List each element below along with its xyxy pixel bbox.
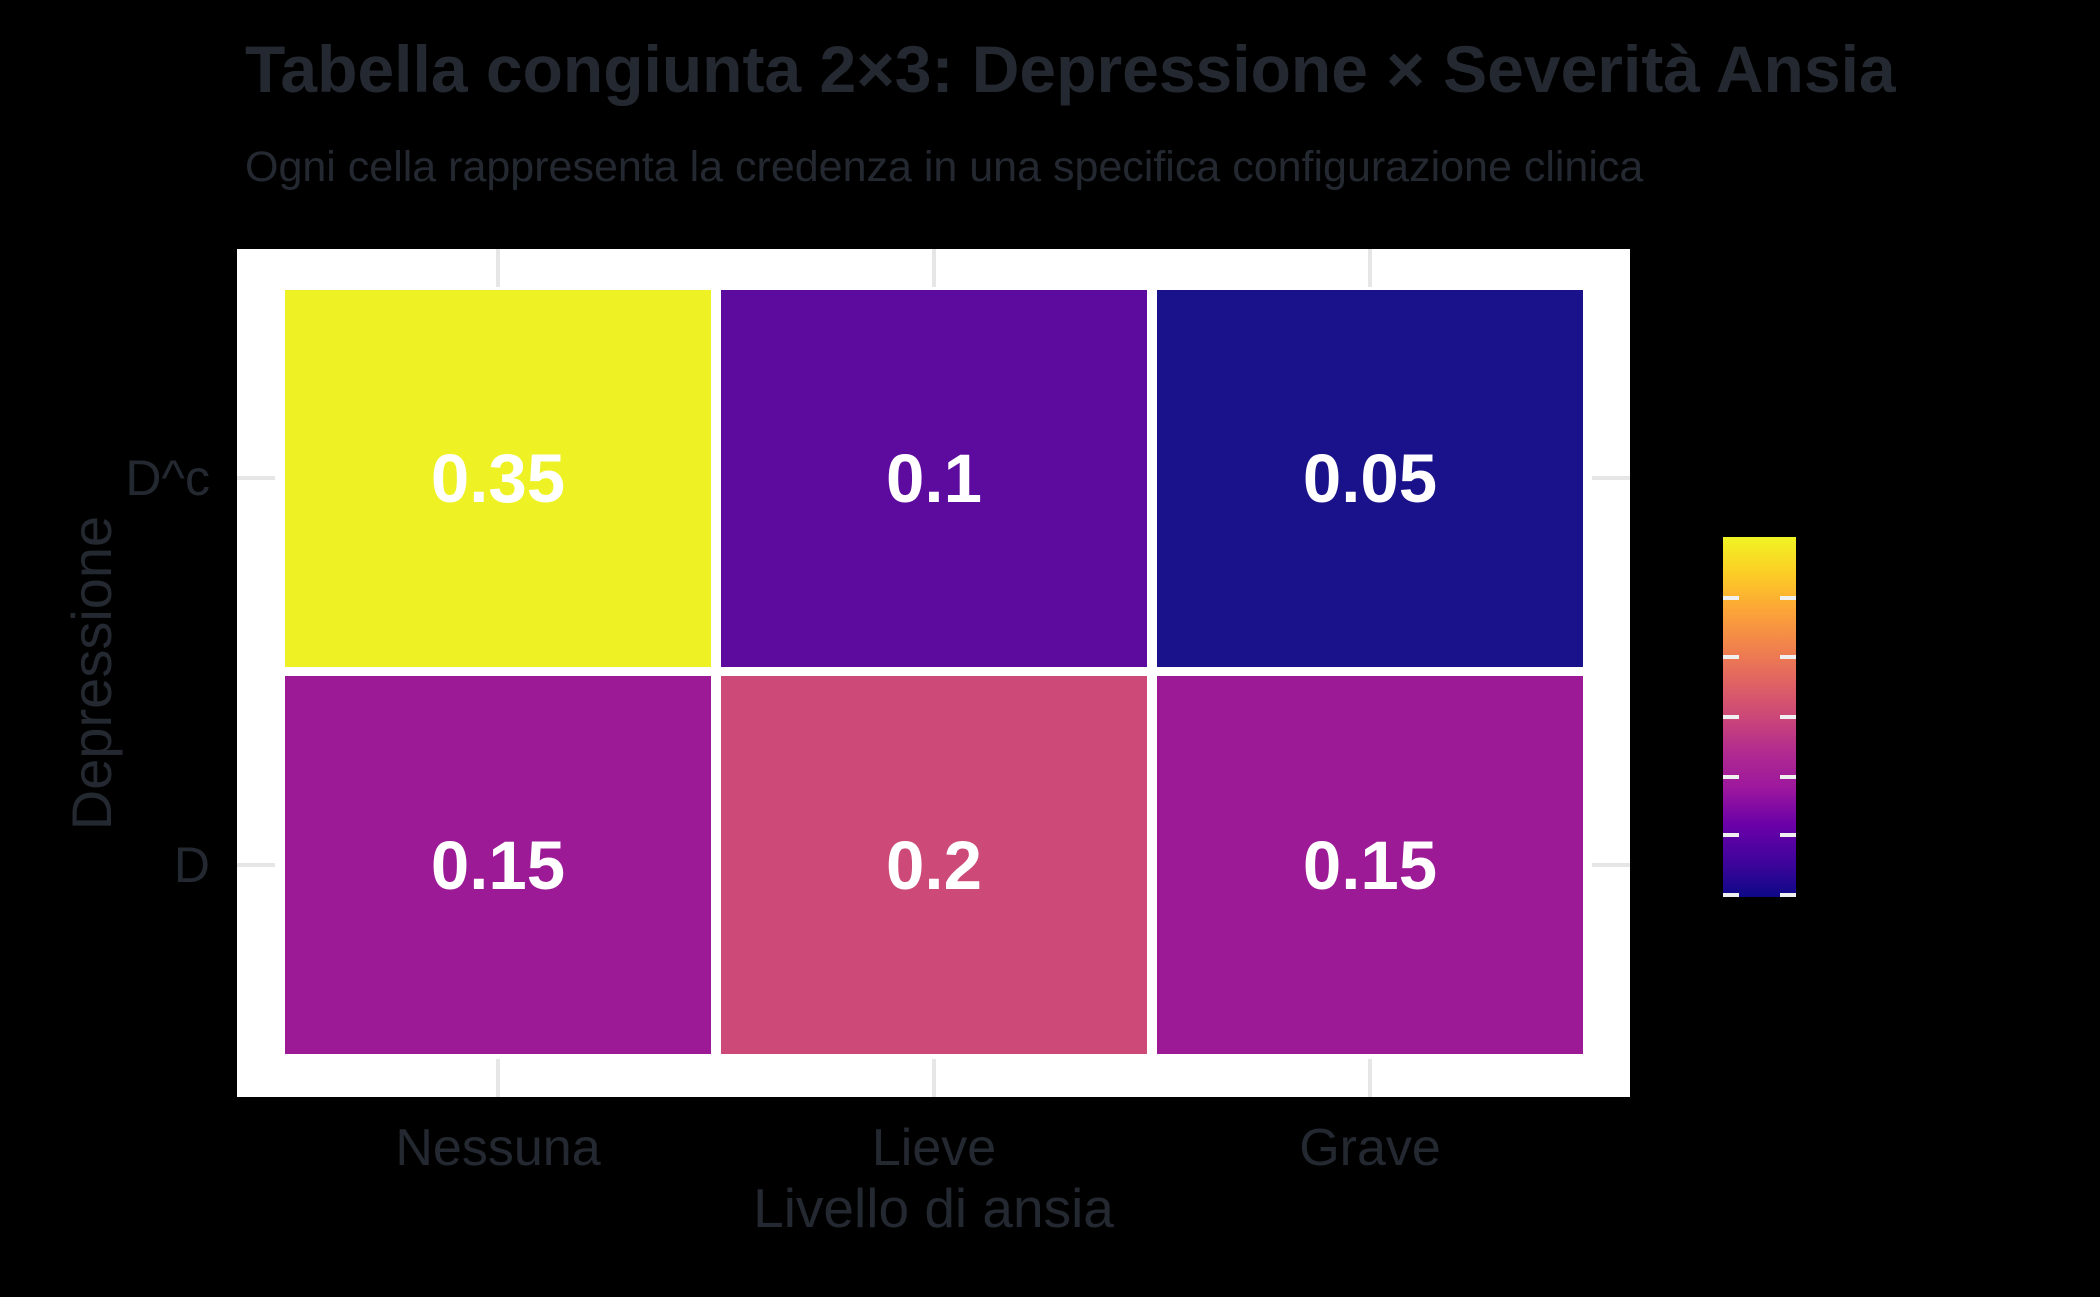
x-axis-tick-top-grave	[1368, 249, 1372, 287]
y-axis-tick-left-d	[237, 863, 275, 867]
heatmap-cell-d-grave: 0.15	[1157, 676, 1583, 1054]
colorbar-tick	[1723, 833, 1739, 837]
x-axis-tick-top-nessuna	[496, 249, 500, 287]
colorbar-tick	[1723, 655, 1739, 659]
chart-title: Tabella congiunta 2×3: Depressione × Sev…	[245, 32, 1896, 106]
x-tick-label-lieve: Lieve	[871, 1119, 997, 1177]
colorbar-tick	[1780, 833, 1796, 837]
colorbar-tick	[1780, 893, 1796, 897]
colorbar-tick	[1723, 893, 1739, 897]
x-axis-tick-bottom-lieve	[932, 1059, 936, 1097]
colorbar-tick	[1780, 655, 1796, 659]
chart-subtitle: Ogni cella rappresenta la credenza in un…	[245, 143, 1644, 191]
colorbar-tick	[1780, 596, 1796, 600]
x-axis-title: Livello di ansia	[753, 1177, 1114, 1239]
heatmap-cell-d-lieve: 0.2	[721, 676, 1147, 1054]
colorbar-tick	[1780, 715, 1796, 719]
heatmap-cell-dc-lieve: 0.1	[721, 290, 1147, 667]
y-axis-title: Depressione	[60, 515, 123, 831]
x-tick-label-grave: Grave	[1299, 1119, 1441, 1177]
colorbar	[1723, 537, 1796, 897]
x-axis-tick-top-lieve	[932, 249, 936, 287]
plot-panel: 0.35 0.1 0.05 0.15 0.2 0.15	[237, 249, 1630, 1097]
heatmap-cell-dc-nessuna: 0.35	[285, 290, 711, 667]
colorbar-tick	[1780, 775, 1796, 779]
colorbar-tick	[1723, 715, 1739, 719]
y-axis-tick-left-dc	[237, 476, 275, 480]
heatmap-cell-d-nessuna: 0.15	[285, 676, 711, 1054]
heatmap-cell-dc-grave: 0.05	[1157, 290, 1583, 667]
y-tick-label-dc: D^c	[125, 450, 210, 506]
colorbar-tick	[1723, 596, 1739, 600]
colorbar-tick	[1723, 775, 1739, 779]
y-axis-tick-right-d	[1592, 863, 1630, 867]
x-tick-label-nessuna: Nessuna	[395, 1119, 601, 1177]
x-axis-tick-bottom-nessuna	[496, 1059, 500, 1097]
x-axis-tick-bottom-grave	[1368, 1059, 1372, 1097]
y-tick-label-d: D	[173, 837, 210, 893]
y-axis-tick-right-dc	[1592, 476, 1630, 480]
